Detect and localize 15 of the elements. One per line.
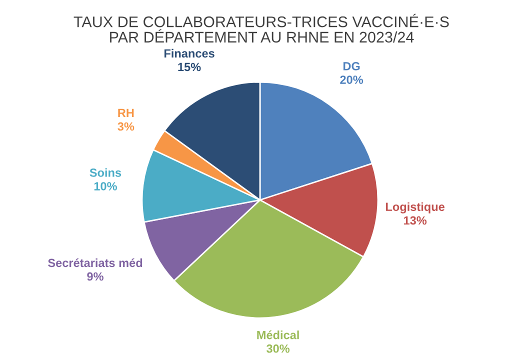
data-label: 15%: [178, 62, 201, 72]
data-label: 9%: [87, 272, 104, 281]
slice-label: RH: [118, 108, 134, 117]
slice-label: Soins: [90, 168, 122, 177]
chart-title: TAUX DE COLLABORATEURS-TRICES VACCINÉ·E·S PAR DÉPARTEMENT AU RHNE EN 2023/24: [74, 14, 449, 43]
slice-label: Médical: [257, 330, 299, 340]
slice-label: Secrétariats méd: [48, 258, 142, 268]
data-label: 3%: [118, 122, 134, 131]
data-label: 20%: [340, 76, 364, 84]
slice-label: Finances: [164, 48, 214, 58]
data-label: 30%: [266, 344, 290, 353]
data-label: 10%: [94, 182, 117, 190]
data-label: 13%: [404, 216, 427, 225]
slice-label: DG: [343, 62, 360, 70]
slice-label: Logistique: [386, 202, 445, 214]
